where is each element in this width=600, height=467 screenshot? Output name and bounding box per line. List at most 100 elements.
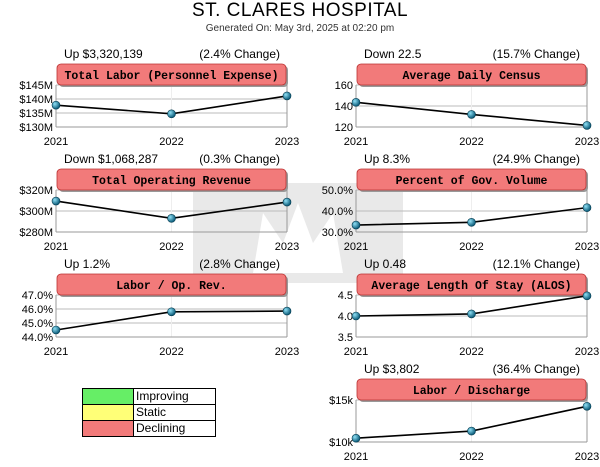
- data-point-2023: [582, 121, 592, 130]
- legend-label: Declining: [133, 420, 216, 437]
- y-tick-label: 4.0: [338, 311, 353, 323]
- line-chart-labor-op-rev: 44.0% 45.0% 46.0% 47.0% 2021 2022 2023 Labor / …: [22, 273, 299, 358]
- x-tick-label: 2022: [159, 136, 183, 148]
- y-tick-label: 3.5: [338, 332, 353, 344]
- x-tick-label: 2023: [275, 136, 299, 148]
- legend-item-static: Static: [82, 404, 216, 421]
- data-point-2023: [282, 197, 292, 207]
- chart-panel-labor-op-rev: Up 1.2% (2.8% Change) 44.0% 45.0% 46.0% 47.…: [0, 257, 300, 362]
- change-value: Up $3,320,139: [64, 47, 143, 61]
- y-tick-label: 30.0%: [322, 227, 353, 239]
- y-tick-label: $140M: [19, 94, 53, 106]
- line-chart-percent-gov-volume: 30.0% 40.0% 50.0% 2021 2022 2023 Percent of Go…: [322, 168, 599, 253]
- line-chart-alos: 3.5 4.0 4.5 2021 2022 2023 Average Length Of S…: [338, 273, 599, 358]
- chart-title: Total Operating Revenue: [92, 175, 251, 188]
- legend-swatch-declining: [82, 420, 134, 437]
- y-tick-label: 160: [335, 80, 353, 92]
- x-tick-label: 2022: [459, 241, 483, 253]
- y-tick-label: 45.0%: [22, 318, 53, 330]
- y-tick-label: 140: [335, 101, 353, 113]
- chart-panel-average-daily-census: Down 22.5 (15.7% Change) 120 140 160 2021 20…: [300, 47, 600, 152]
- x-tick-label: 2022: [159, 346, 183, 358]
- change-percent: (0.3% Change): [199, 152, 280, 166]
- data-point-2021: [351, 98, 361, 107]
- title-banner: [356, 378, 587, 401]
- x-tick-label: 2022: [159, 241, 183, 253]
- change-percent: (24.9% Change): [492, 152, 580, 166]
- data-point-2022: [467, 218, 476, 227]
- data-point-2021: [351, 433, 361, 443]
- x-tick-label: 2021: [44, 136, 68, 148]
- legend-label: Improving: [133, 388, 216, 405]
- chart-panel-percent-gov-volume: Up 8.3% (24.9% Change) 30.0% 40.0% 50.0% 20…: [300, 152, 600, 257]
- data-point-2022: [467, 110, 476, 119]
- x-tick-label: 2023: [575, 136, 599, 148]
- line-chart-average-daily-census: 120 140 160 2021 2022 2023 Average Daily Censu…: [335, 63, 599, 148]
- data-point-2023: [282, 306, 292, 316]
- y-tick-label: 50.0%: [322, 185, 353, 197]
- title-banner: [56, 63, 287, 86]
- data-point-2022: [167, 109, 176, 119]
- legend-item-declining: Declining: [82, 420, 216, 437]
- x-tick-label: 2021: [44, 346, 68, 358]
- watermark-logo: [193, 183, 403, 283]
- x-tick-label: 2022: [459, 451, 483, 463]
- y-tick-label: 44.0%: [22, 332, 53, 344]
- y-tick-label: 40.0%: [322, 206, 353, 218]
- chart-title: Total Labor (Personnel Expense): [65, 70, 279, 83]
- x-tick-label: 2022: [459, 136, 483, 148]
- chart-title: Average Length Of Stay (ALOS): [371, 280, 571, 293]
- title-banner: [56, 273, 287, 296]
- data-point-2023: [282, 91, 292, 101]
- y-tick-label: 47.0%: [22, 290, 53, 302]
- data-point-2021: [51, 196, 61, 206]
- x-tick-label: 2023: [275, 241, 299, 253]
- x-tick-label: 2021: [344, 136, 368, 148]
- change-percent: (12.1% Change): [492, 257, 580, 271]
- x-tick-label: 2021: [344, 451, 368, 463]
- legend-swatch-static: [82, 404, 134, 421]
- y-tick-label: $280M: [19, 227, 53, 239]
- x-tick-label: 2021: [344, 346, 368, 358]
- line-chart-total-operating-revenue: $280M $300M $320M 2021 2022 2023 Total Operati…: [19, 168, 299, 253]
- chart-title: Percent of Gov. Volume: [396, 175, 548, 188]
- legend-swatch-improving: [82, 388, 134, 405]
- x-tick-label: 2023: [575, 346, 599, 358]
- title-banner: [356, 63, 587, 86]
- chart-panel-total-labor: Up $3,320,139 (2.4% Change) $130M $135M $1…: [0, 47, 300, 152]
- data-point-2023: [582, 401, 592, 411]
- change-percent: (36.4% Change): [492, 362, 580, 376]
- y-tick-label: $135M: [19, 108, 53, 120]
- data-point-2022: [467, 309, 476, 319]
- data-point-2022: [467, 426, 476, 436]
- y-tick-label: $15k: [329, 395, 353, 407]
- title-banner: [356, 273, 587, 296]
- line-chart-total-labor: $130M $135M $140M $145M 2021 2022 2023 Total La…: [19, 63, 299, 148]
- y-tick-label: $145M: [19, 80, 53, 92]
- y-tick-label: 120: [335, 122, 353, 134]
- title-banner: [356, 168, 587, 191]
- change-value: Down 22.5: [364, 47, 422, 61]
- status-legend: Improving Static Declining: [82, 388, 216, 437]
- x-tick-label: 2023: [575, 451, 599, 463]
- change-value: Down $1,068,287: [64, 152, 159, 166]
- x-tick-label: 2021: [44, 241, 68, 253]
- legend-label: Static: [133, 404, 216, 421]
- data-point-2023: [582, 291, 592, 301]
- x-tick-label: 2021: [344, 241, 368, 253]
- legend-item-improving: Improving: [82, 388, 216, 405]
- data-point-2021: [351, 311, 361, 321]
- data-point-2022: [167, 214, 176, 223]
- data-point-2021: [351, 220, 361, 230]
- change-percent: (15.7% Change): [492, 47, 580, 61]
- generated-timestamp: Generated On: May 3rd, 2025 at 02:20 pm: [205, 23, 395, 34]
- change-percent: (2.4% Change): [199, 47, 280, 61]
- page-title: ST. CLARES HOSPITAL: [191, 0, 409, 21]
- x-tick-label: 2023: [575, 241, 599, 253]
- y-tick-label: $10k: [329, 437, 353, 449]
- x-tick-label: 2022: [459, 346, 483, 358]
- chart-title: Labor / Op. Rev.: [116, 280, 226, 293]
- change-value: Up 1.2%: [64, 257, 111, 271]
- y-tick-label: 4.5: [338, 290, 353, 302]
- chart-title: Average Daily Census: [402, 70, 540, 83]
